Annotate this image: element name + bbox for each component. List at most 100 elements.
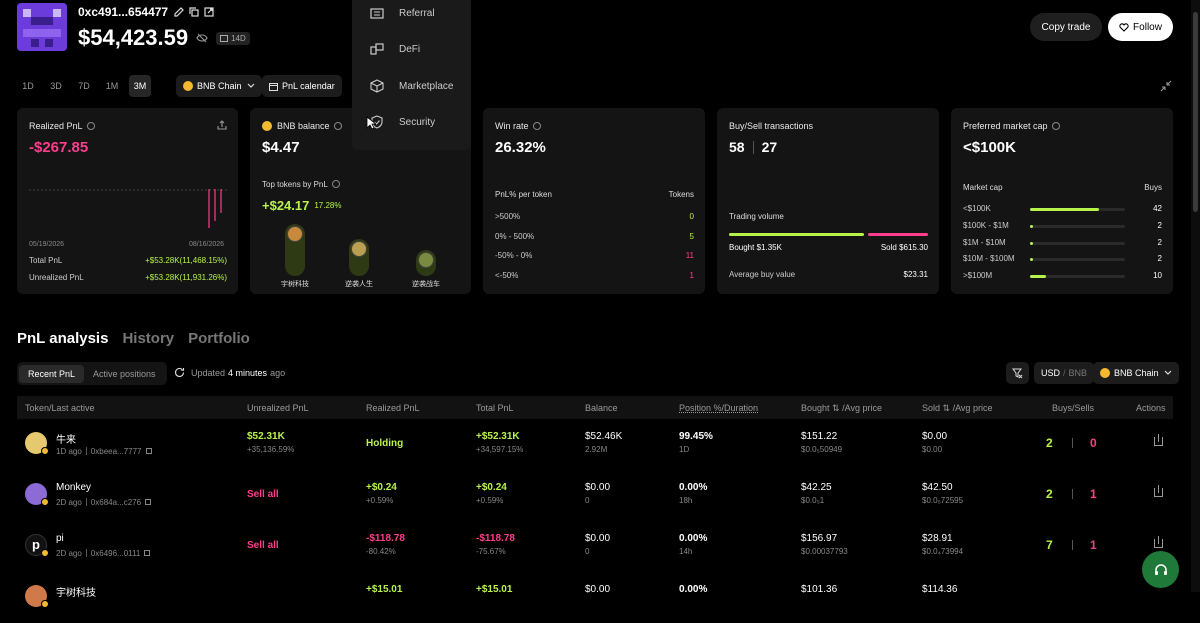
subtab-recent-pnl[interactable]: Recent PnL (19, 364, 85, 383)
copy-trade-button[interactable]: Copy trade (1030, 13, 1102, 41)
token-address[interactable]: 0xbeea...7777 (90, 447, 142, 456)
share-icon[interactable] (217, 120, 227, 130)
win-rate-row-value: 11 (685, 251, 694, 260)
currency-usd[interactable]: USD (1041, 368, 1061, 378)
external-link-icon[interactable] (204, 7, 214, 17)
collapse-icon[interactable] (1160, 80, 1172, 92)
chevron-down-icon (1164, 370, 1171, 375)
table-row[interactable] (17, 524, 1173, 572)
refresh-icon[interactable] (174, 367, 185, 378)
market-cap-value: <$100K (963, 139, 1016, 156)
share-arrow (1158, 434, 1159, 442)
subtab-active-positions[interactable]: Active positions (93, 368, 156, 379)
table-chain-selector[interactable]: BNB Chain (1093, 362, 1179, 384)
table-row[interactable] (17, 575, 1173, 623)
share-icon[interactable] (1154, 485, 1163, 497)
market-cap-bar-track (1030, 275, 1125, 279)
sold-avg-price: $0.0₅72595 (922, 496, 964, 505)
balance-amount: 0 (585, 496, 590, 505)
top-token-pill[interactable] (285, 224, 305, 276)
copy-icon[interactable] (189, 7, 199, 17)
col-bought-label: Bought (801, 403, 830, 413)
info-icon (331, 180, 340, 188)
menu-item-security[interactable]: Security (370, 115, 435, 129)
col-sold[interactable]: Sold ⇅ /Avg price (922, 403, 992, 414)
bnb-chain-icon (41, 498, 49, 506)
col-token[interactable]: Token/Last active (25, 403, 95, 413)
period-1m[interactable]: 1M (105, 81, 119, 91)
currency-sep: / (1063, 368, 1066, 378)
realized-pnl-chart (29, 189, 229, 228)
chain-selector[interactable]: BNB Chain (176, 75, 262, 97)
token-logo (287, 226, 303, 242)
market-cap-row-label: $10M - $100M (963, 254, 1015, 264)
balance-amount: 0 (585, 547, 590, 556)
period-3d[interactable]: 3D (50, 81, 62, 91)
top-token-pill[interactable] (349, 238, 369, 276)
win-rate-row-label: >500% (495, 212, 521, 221)
share-icon[interactable] (1154, 434, 1163, 446)
table-row[interactable] (17, 473, 1173, 521)
scrollbar-thumb[interactable] (1193, 12, 1198, 212)
pnl-calendar-button[interactable]: PnL calendar (262, 75, 342, 97)
divider (752, 140, 754, 154)
market-cap-bar-track (1030, 241, 1125, 245)
sell-count: 1 (1090, 538, 1097, 552)
bnb-icon (262, 121, 272, 131)
tab-history[interactable]: History (122, 330, 175, 347)
period-7d[interactable]: 7D (78, 81, 90, 91)
token-address[interactable]: 0x6496...0111 (90, 549, 141, 558)
tab-pnl-analysis[interactable]: PnL analysis (17, 330, 109, 347)
menu-item-defi[interactable]: DeFi (370, 42, 420, 56)
token-name[interactable]: Monkey (56, 482, 92, 493)
balance-amount: 2.92M (585, 445, 608, 454)
copy-icon[interactable] (145, 448, 152, 454)
col-realized[interactable]: Realized PnL (366, 403, 420, 413)
sold-total: Sold $615.30 (880, 243, 928, 252)
edit-icon[interactable] (174, 7, 184, 17)
meta-divider (85, 447, 87, 455)
hide-balance-icon[interactable] (196, 33, 208, 43)
position-duration: 18h (679, 496, 693, 505)
copy-icon[interactable] (145, 499, 152, 505)
period-1d[interactable]: 1D (22, 81, 34, 91)
token-name[interactable]: pi (56, 533, 64, 544)
currency-bnb[interactable]: BNB (1068, 368, 1088, 378)
period-badge[interactable]: 14D (216, 31, 250, 45)
col-balance[interactable]: Balance (585, 403, 618, 413)
sold-value: $0.00 (922, 431, 948, 442)
unrealized-pnl-label: Unrealized PnL (29, 273, 84, 282)
share-icon[interactable] (1154, 536, 1163, 548)
col-bought[interactable]: Bought ⇅ /Avg price (801, 403, 882, 414)
copy-icon[interactable] (144, 550, 151, 556)
market-cap-bar-track (1030, 258, 1125, 262)
filter-clear-button[interactable] (1006, 362, 1029, 384)
top-tokens-pct: 17.28% (314, 201, 342, 210)
buy-count: 7 (1046, 538, 1053, 552)
calendar-icon (269, 82, 278, 91)
currency-toggle[interactable]: USD / BNB (1034, 362, 1095, 384)
top-token-pill[interactable] (416, 250, 436, 276)
subtab-group: Recent PnL Active positions (17, 362, 167, 385)
market-cap-bar-track (1030, 208, 1125, 211)
support-chat-button[interactable] (1142, 551, 1179, 588)
top-tokens-label: Top tokens by PnL (262, 180, 328, 189)
meta-divider (85, 498, 87, 506)
tab-portfolio[interactable]: Portfolio (188, 330, 250, 347)
col-unrealized[interactable]: Unrealized PnL (247, 403, 309, 413)
period-3m[interactable]: 3M (129, 75, 151, 97)
follow-button[interactable]: Follow (1108, 13, 1173, 41)
wallet-avatar (17, 3, 67, 51)
buy-count: 58 (729, 139, 745, 155)
scrollbar[interactable] (1191, 0, 1200, 592)
win-rate-row-value: 1 (689, 270, 694, 280)
menu-item-marketplace[interactable]: Marketplace (370, 79, 453, 93)
total-pnl: +$0.24 (476, 482, 507, 493)
market-cap-row-label: $1M - $10M (963, 237, 1006, 247)
col-position[interactable]: Position %/Duration (679, 403, 759, 413)
token-address[interactable]: 0x684a...c276 (90, 498, 142, 507)
col-total[interactable]: Total PnL (476, 403, 514, 413)
total-pnl-label: Total PnL (29, 256, 63, 265)
token-name[interactable]: 牛来 (56, 435, 76, 446)
menu-item-referral[interactable]: Referral (370, 6, 435, 20)
